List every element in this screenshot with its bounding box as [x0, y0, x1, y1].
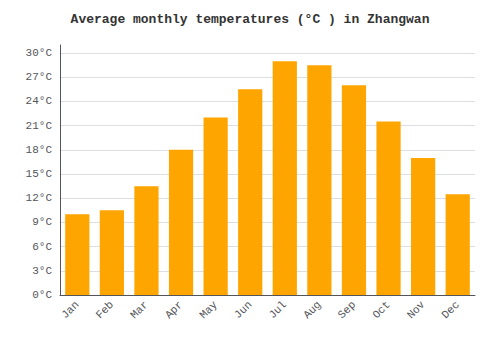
svg-text:Average monthly temperatures (: Average monthly temperatures (°C ) in Zh… — [71, 12, 430, 27]
svg-text:May: May — [197, 298, 220, 321]
svg-text:15°C: 15°C — [26, 168, 53, 180]
svg-text:Mar: Mar — [128, 299, 150, 321]
svg-text:Jun: Jun — [232, 299, 254, 321]
svg-text:6°C: 6°C — [32, 241, 52, 253]
svg-text:Dec: Dec — [439, 299, 461, 321]
svg-text:Jan: Jan — [59, 299, 81, 321]
svg-text:Feb: Feb — [94, 299, 116, 321]
svg-text:Nov: Nov — [405, 298, 428, 321]
svg-text:Sep: Sep — [336, 299, 358, 321]
svg-text:27°C: 27°C — [26, 71, 53, 83]
svg-text:0°C: 0°C — [32, 289, 52, 301]
svg-text:Jul: Jul — [267, 299, 289, 321]
svg-text:24°C: 24°C — [26, 95, 53, 107]
svg-text:21°C: 21°C — [26, 120, 53, 132]
svg-text:9°C: 9°C — [32, 216, 52, 228]
svg-text:3°C: 3°C — [32, 265, 52, 277]
svg-text:30°C: 30°C — [26, 47, 53, 59]
svg-text:Apr: Apr — [163, 299, 185, 321]
svg-text:Oct: Oct — [370, 299, 392, 321]
svg-text:12°C: 12°C — [26, 192, 53, 204]
svg-text:Aug: Aug — [301, 299, 323, 321]
svg-text:18°C: 18°C — [26, 144, 53, 156]
